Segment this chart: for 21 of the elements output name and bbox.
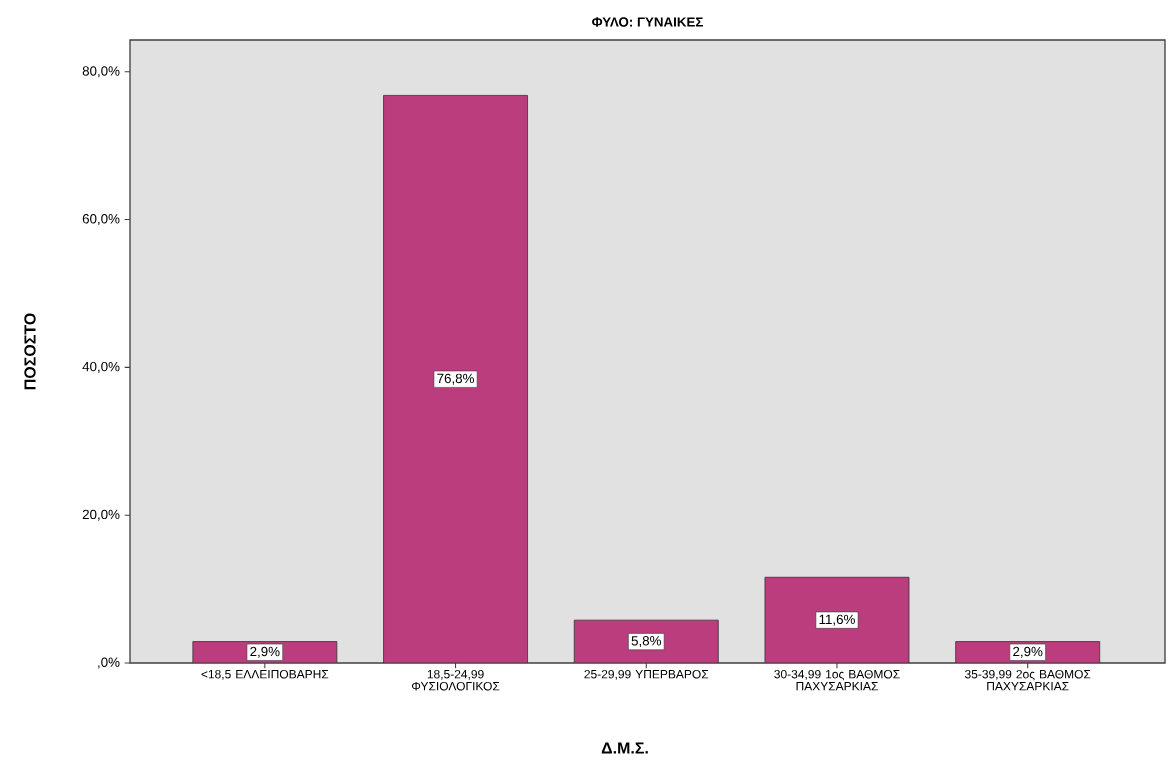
x-axis-title: Δ.Μ.Σ. (601, 742, 648, 754)
y-tick-label: 20,0% (82, 509, 120, 521)
x-tick-label: 18,5-24,99 ΦΥΣΙΟΛΟΓΙΚΟΣ (412, 669, 500, 691)
data-label: 76,8% (437, 373, 474, 385)
x-tick-label: 30-34,99 1ος ΒΑΘΜΟΣ ΠΑΧΥΣΑΡΚΙΑΣ (774, 669, 900, 691)
data-label: 2,9% (250, 646, 280, 658)
x-tick-label: <18,5 ΕΛΛΕΙΠΟΒΑΡΗΣ (201, 669, 329, 680)
y-tick-label: 40,0% (82, 361, 120, 373)
y-tick-label: ,0% (98, 657, 120, 669)
bar (764, 576, 910, 663)
bar (383, 95, 528, 663)
bar (573, 619, 719, 663)
chart-title: ΦΥΛΟ: ΓΥΝΑΙΚΕΣ (592, 17, 703, 27)
x-tick-label: 25-29,99 ΥΠΕΡΒΑΡΟΣ (584, 669, 709, 680)
data-label: 11,6% (819, 614, 855, 626)
data-label: 2,9% (1013, 646, 1043, 658)
data-label: 5,8% (631, 636, 661, 648)
y-tick-label: 60,0% (82, 214, 120, 226)
y-tick-label: 80,0% (82, 66, 120, 78)
x-tick-label: 35-39,99 2ος ΒΑΘΜΟΣ ΠΑΧΥΣΑΡΚΙΑΣ (964, 669, 1091, 691)
y-axis-title: ΠΟΣΟΣΤΟ (24, 313, 36, 390)
